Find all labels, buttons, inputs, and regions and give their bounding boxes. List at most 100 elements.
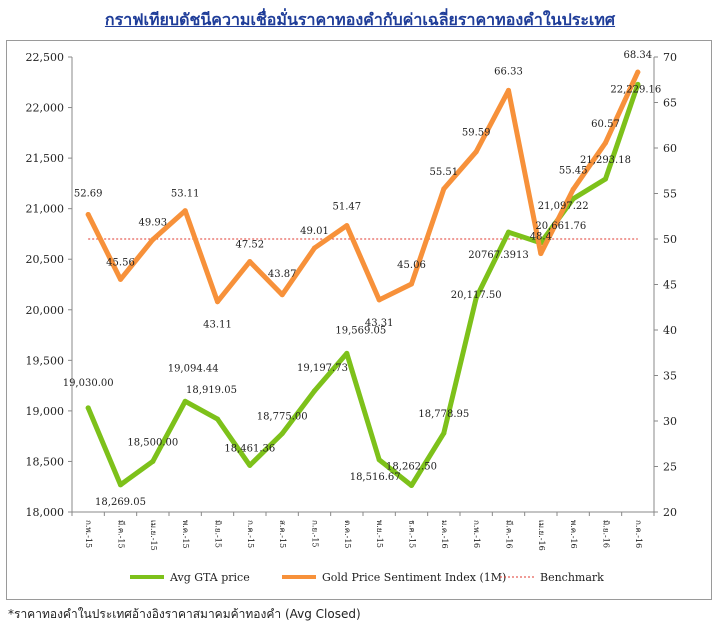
- data-label-sentiment-index: 48.4: [530, 232, 552, 243]
- point-avg-gta-price: [473, 295, 479, 301]
- data-label-avg-gta-price: 22,229.16: [610, 84, 661, 95]
- data-label-avg-gta-price: 19,569.05: [335, 325, 386, 336]
- y-right-tick-label: 45: [663, 279, 677, 292]
- point-sentiment-index: [279, 292, 285, 298]
- legend-label: Gold Price Sentiment Index (1M): [322, 571, 506, 584]
- data-label-sentiment-index: 43.11: [203, 320, 232, 331]
- data-label-avg-gta-price: 18,516.67: [350, 472, 401, 483]
- point-sentiment-index: [376, 297, 382, 303]
- point-sentiment-index: [635, 69, 641, 75]
- x-tick-label: ก.ย.-15: [311, 520, 320, 548]
- point-sentiment-index: [85, 212, 91, 218]
- data-label-avg-gta-price: 18,919.05: [186, 385, 237, 396]
- y-right-tick-label: 35: [663, 370, 677, 383]
- x-tick-label: มิ.ย.-15: [214, 520, 223, 548]
- data-label-sentiment-index: 60.57: [591, 119, 620, 130]
- y-left-tick-label: 19,000: [26, 405, 65, 418]
- data-label-sentiment-index: 47.52: [236, 240, 265, 251]
- footnote: *ราคาทองคำในประเทศอ้างอิงราคาสมาคมค้าทอง…: [8, 607, 361, 621]
- point-sentiment-index: [247, 259, 253, 265]
- y-right-tick-label: 70: [663, 51, 677, 64]
- legend: Avg GTA price Gold Price Sentiment Index …: [130, 571, 604, 584]
- x-tick-label: ม.ค.-16: [440, 520, 449, 549]
- point-avg-gta-price: [215, 416, 220, 422]
- chart-title: กราฟเทียบดัชนีความเชื่อมั่นราคาทองคำกับค…: [104, 10, 616, 29]
- y-right-tick-label: 60: [663, 142, 677, 155]
- point-sentiment-index: [215, 299, 220, 305]
- y-right-tick-label: 25: [663, 461, 677, 474]
- data-label-avg-gta-price: 18,775.00: [257, 412, 308, 423]
- point-avg-gta-price: [85, 405, 91, 411]
- y-right-tick-label: 20: [663, 506, 677, 519]
- y-left-tick-label: 21,000: [26, 203, 65, 216]
- x-tick-label: ต.ค.-15: [343, 520, 352, 549]
- point-sentiment-index: [538, 251, 544, 257]
- point-sentiment-index: [570, 186, 576, 192]
- x-tick-label: ก.พ.-16: [472, 520, 481, 548]
- x-tick-label: ส.ค.-15: [278, 520, 287, 548]
- x-tick-label: ธ.ค.-15: [408, 520, 417, 548]
- point-sentiment-index: [473, 149, 479, 155]
- point-sentiment-index: [312, 245, 317, 251]
- point-avg-gta-price: [635, 81, 641, 87]
- data-label-avg-gta-price: 19,197.73: [297, 363, 348, 374]
- x-tick-label: พ.ย.-15: [375, 520, 384, 548]
- x-tick-label: เม.ย.-15: [149, 520, 158, 551]
- data-label-sentiment-index: 45.06: [397, 260, 426, 271]
- data-label-avg-gta-price: 20,117.50: [451, 290, 502, 301]
- y-right-tick-label: 30: [663, 415, 677, 428]
- data-label-sentiment-index: 55.51: [430, 167, 459, 178]
- data-label-avg-gta-price: 21,097.22: [538, 201, 589, 212]
- point-avg-gta-price: [344, 350, 350, 356]
- legend-label: Benchmark: [540, 571, 604, 584]
- data-label-sentiment-index: 49.93: [139, 218, 168, 229]
- point-avg-gta-price: [441, 430, 447, 436]
- x-tick-label: เม.ย.-16: [537, 520, 546, 551]
- data-label-avg-gta-price: 20,661.76: [535, 221, 586, 232]
- point-sentiment-index: [603, 140, 608, 146]
- data-label-sentiment-index: 52.69: [74, 189, 103, 200]
- x-tick-label: ก.พ.-15: [84, 520, 93, 548]
- data-label-avg-gta-price: 19,094.44: [168, 363, 219, 374]
- y-left-tick-label: 18,000: [26, 506, 65, 519]
- data-label-avg-gta-price: 18,262.50: [386, 461, 437, 472]
- point-sentiment-index: [118, 276, 123, 282]
- x-tick-label: พ.ค.-15: [181, 520, 190, 549]
- point-avg-gta-price: [409, 482, 414, 488]
- x-tick-label: มี.ค.-15: [117, 520, 126, 549]
- x-tick-label: มี.ค.-16: [505, 520, 514, 549]
- x-tick-label: ก.ค.-16: [634, 520, 643, 548]
- point-sentiment-index: [150, 237, 156, 243]
- series-line-avg-gta-price: [85, 81, 641, 488]
- chart-frame: [6, 40, 712, 600]
- data-label-sentiment-index: 43.31: [365, 318, 394, 329]
- data-label-sentiment-index: 51.47: [333, 202, 362, 213]
- y-left-tick-label: 19,500: [26, 354, 65, 367]
- point-avg-gta-price: [570, 196, 576, 202]
- series-layer: [85, 69, 641, 488]
- point-avg-gta-price: [118, 482, 123, 488]
- y-right-tick-label: 40: [663, 324, 677, 337]
- legend-label: Avg GTA price: [169, 571, 250, 584]
- data-label-sentiment-index: 59.59: [462, 128, 491, 139]
- y-left-tick-label: 22,500: [26, 51, 65, 64]
- data-label-sentiment-index: 68.34: [624, 50, 653, 61]
- data-label-sentiment-index: 66.33: [494, 66, 523, 77]
- point-avg-gta-price: [150, 458, 156, 464]
- x-tick-label: ก.ค.-15: [246, 520, 255, 548]
- x-tick-label: มิ.ย.-16: [602, 520, 611, 548]
- y-left-tick-label: 20,000: [26, 304, 65, 317]
- point-avg-gta-price: [376, 457, 382, 463]
- data-label-sentiment-index: 49.01: [300, 226, 329, 237]
- data-label-avg-gta-price: 21,293.18: [580, 155, 631, 166]
- point-avg-gta-price: [279, 431, 285, 437]
- axes: 18,000 18,500 19,000 19,500 20,000 20,500 21,0…: [26, 51, 678, 551]
- data-label-sentiment-index: 45.56: [106, 257, 135, 268]
- data-label-avg-gta-price: 18,778.95: [418, 409, 469, 420]
- data-label-avg-gta-price: 18,461.36: [224, 443, 275, 454]
- point-avg-gta-price: [506, 229, 511, 235]
- point-avg-gta-price: [247, 462, 253, 468]
- y-left-tick-label: 22,000: [26, 102, 65, 115]
- data-labels-layer: 19,030.00 18,269.05 18,500.00 19,094.44 18,9…: [63, 50, 662, 508]
